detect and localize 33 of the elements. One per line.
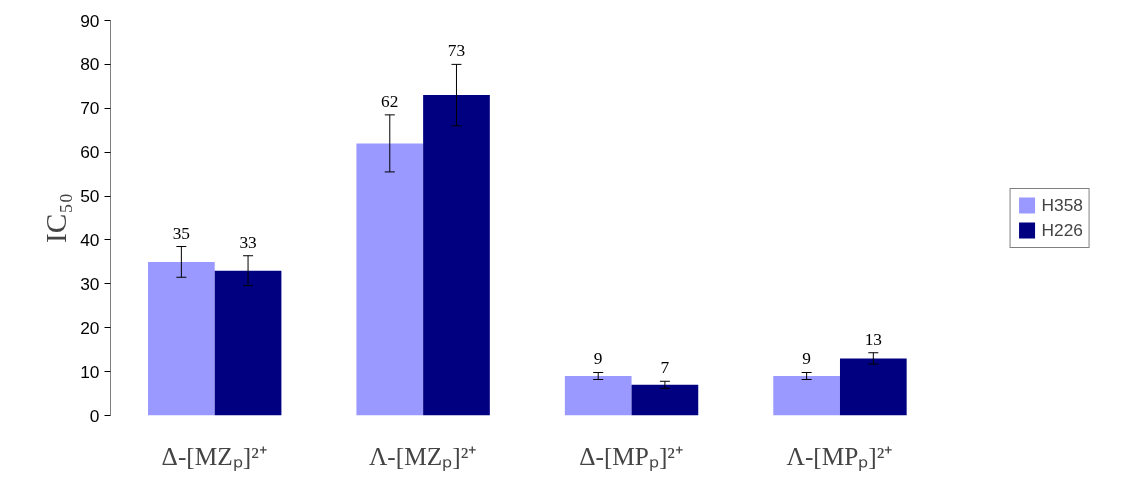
y-tick-label: 60	[80, 142, 100, 163]
x-tick-label: Δ-[MPₚ]²⁺	[579, 441, 684, 472]
legend-label: H226	[1041, 219, 1083, 241]
y-tick-label: 20	[80, 317, 100, 338]
y-tick-label: 0	[89, 405, 100, 426]
data-label: 9	[593, 349, 603, 369]
data-label: 9	[802, 349, 811, 369]
data-label: 73	[447, 41, 466, 61]
data-label: 62	[381, 91, 399, 111]
y-tick-label: 30	[80, 273, 100, 294]
y-tick-label: 80	[80, 54, 100, 75]
bar	[423, 95, 490, 416]
data-label: 33	[239, 232, 257, 252]
y-axis-title: IC₅₀	[40, 193, 73, 243]
bar	[356, 143, 424, 416]
y-tick-label: 90	[80, 10, 100, 31]
bar	[773, 376, 840, 416]
x-tick-label: Λ-[MZₚ]²⁺	[369, 441, 478, 472]
y-tick-label: 10	[80, 361, 100, 382]
data-label: 35	[172, 223, 191, 243]
x-tick-label: Λ-[MPₚ]²⁺	[786, 441, 894, 472]
bar	[631, 384, 699, 416]
data-label: 7	[660, 358, 670, 378]
bar	[564, 376, 632, 416]
bar	[214, 270, 282, 416]
legend-label: H358	[1041, 194, 1083, 216]
data-label: 13	[864, 329, 882, 349]
y-tick-label: 70	[80, 98, 100, 119]
bar	[148, 261, 215, 416]
y-tick-label: 50	[80, 186, 100, 207]
x-tick-label: Δ-[MZₚ]²⁺	[161, 441, 268, 472]
y-tick-label: 40	[80, 229, 100, 250]
bar	[839, 358, 907, 416]
